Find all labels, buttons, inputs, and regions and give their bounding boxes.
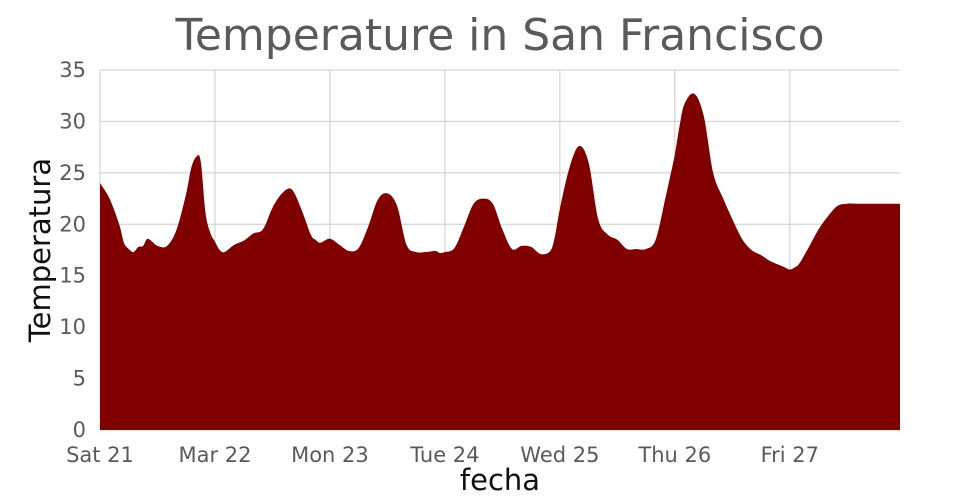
- x-axis-ticks: Sat 21 Mar 22 Mon 23 Tue 24 Wed 25 Thu 26 Fri …: [66, 443, 819, 467]
- y-tick-label: 5: [73, 367, 86, 391]
- y-tick-label: 35: [59, 58, 86, 82]
- y-axis-ticks: 0 5 10 15 20 25 30 35: [59, 58, 86, 442]
- chart-title: Temperature in San Francisco: [174, 10, 824, 61]
- x-tick-label: Mar 22: [178, 443, 251, 467]
- y-tick-label: 30: [59, 109, 86, 133]
- y-tick-label: 20: [59, 212, 86, 236]
- x-axis-title: fecha: [460, 463, 540, 497]
- y-tick-label: 10: [59, 315, 86, 339]
- y-tick-label: 0: [73, 418, 86, 442]
- temperature-area: [100, 93, 900, 431]
- x-tick-label: Fri 27: [761, 443, 819, 467]
- x-tick-label: Sat 21: [66, 443, 134, 467]
- area-series: [100, 93, 900, 431]
- x-tick-label: Wed 25: [520, 443, 599, 467]
- x-tick-label: Thu 26: [637, 443, 711, 467]
- y-tick-label: 25: [59, 161, 86, 185]
- x-tick-label: Tue 24: [409, 443, 479, 467]
- y-axis-title: Temperatura: [23, 158, 57, 343]
- y-tick-label: 15: [59, 264, 86, 288]
- x-tick-label: Mon 23: [291, 443, 369, 467]
